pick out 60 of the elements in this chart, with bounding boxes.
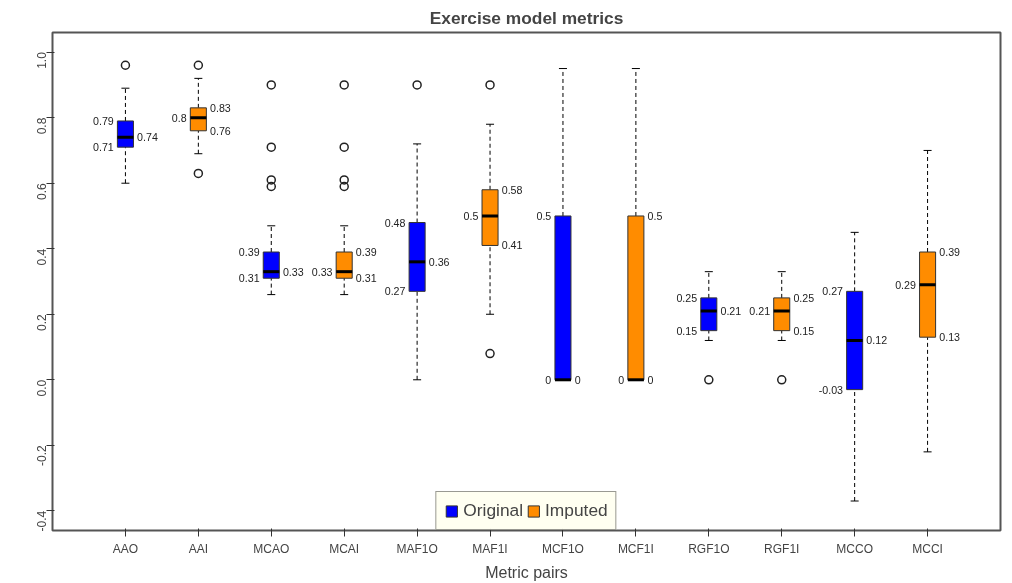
annotation: 0: [618, 373, 625, 386]
annotation: 0.27: [384, 285, 406, 298]
annotation: 0.83: [210, 101, 231, 114]
annotation: 0.5: [463, 209, 479, 222]
annotation: 0: [545, 373, 552, 386]
annotation: 0.48: [384, 216, 406, 229]
y-tick-label: 1.0: [35, 51, 49, 69]
annotation: 0.33: [311, 265, 333, 278]
x-tick-label: AAI: [188, 541, 209, 556]
annotation: 0.21: [749, 304, 771, 317]
annotation: 0.58: [501, 183, 523, 196]
annotation: 0.79: [93, 114, 114, 127]
x-axis-title: Metric pairs: [485, 563, 568, 581]
annotation: 0.21: [720, 304, 742, 317]
annotation: 0.25: [793, 291, 815, 304]
annotation: 0.8: [171, 111, 187, 124]
y-tick-label: 0.4: [35, 248, 49, 266]
annotation: 0.25: [676, 291, 698, 304]
annotation: 0.76: [210, 124, 231, 137]
y-tick-label: 0.0: [35, 379, 49, 397]
y-tick-label: -0.4: [35, 510, 49, 532]
y-tick-label: -0.2: [35, 444, 49, 466]
annotation: 0.15: [793, 324, 815, 337]
x-tick-label: MCCI: [912, 541, 943, 556]
x-tick-label: MCF1I: [617, 541, 654, 556]
x-tick-label: RGF1O: [688, 541, 730, 556]
annotation: 0.5: [536, 209, 552, 222]
x-tick-label: MAF1I: [472, 541, 508, 556]
y-tick-label: 0.2: [35, 313, 49, 331]
annotation: 0.12: [866, 334, 888, 347]
y-tick-label: 0.6: [35, 182, 49, 200]
annotation: -0.03: [818, 383, 844, 396]
annotation: 0.36: [428, 255, 450, 268]
annotation: 0.27: [822, 285, 844, 298]
annotation: 0: [574, 373, 581, 386]
y-tick-label: 0.8: [35, 117, 49, 135]
annotation: 0.41: [501, 239, 523, 252]
x-tick-label: AAO: [112, 541, 139, 556]
legend-label: Original: [463, 500, 524, 521]
x-tick-label: MCAO: [253, 541, 290, 556]
annotation: 0.33: [282, 265, 304, 278]
annotation: 0.13: [939, 331, 961, 344]
x-tick-label: MCF1O: [541, 541, 584, 556]
annotation: 0.39: [238, 246, 260, 259]
annotation: 0.31: [238, 272, 260, 285]
annotation: 0.39: [355, 246, 377, 259]
chart-title: Exercise model metrics: [429, 7, 624, 28]
annotation: 0.5: [647, 209, 663, 222]
annotation: 0: [647, 373, 654, 386]
annotation: 0.31: [355, 272, 377, 285]
annotation: 0.29: [895, 278, 916, 291]
annotation: 0.15: [676, 324, 698, 337]
x-tick-label: MCCO: [836, 541, 873, 556]
legend-label: Imputed: [545, 500, 608, 521]
annotation: 0.74: [137, 131, 158, 144]
x-tick-label: MAF1O: [396, 541, 438, 556]
x-tick-label: MCAI: [329, 541, 360, 556]
x-tick-label: RGF1I: [764, 541, 800, 556]
annotation: 0.39: [939, 246, 961, 259]
annotation: 0.71: [93, 141, 114, 154]
